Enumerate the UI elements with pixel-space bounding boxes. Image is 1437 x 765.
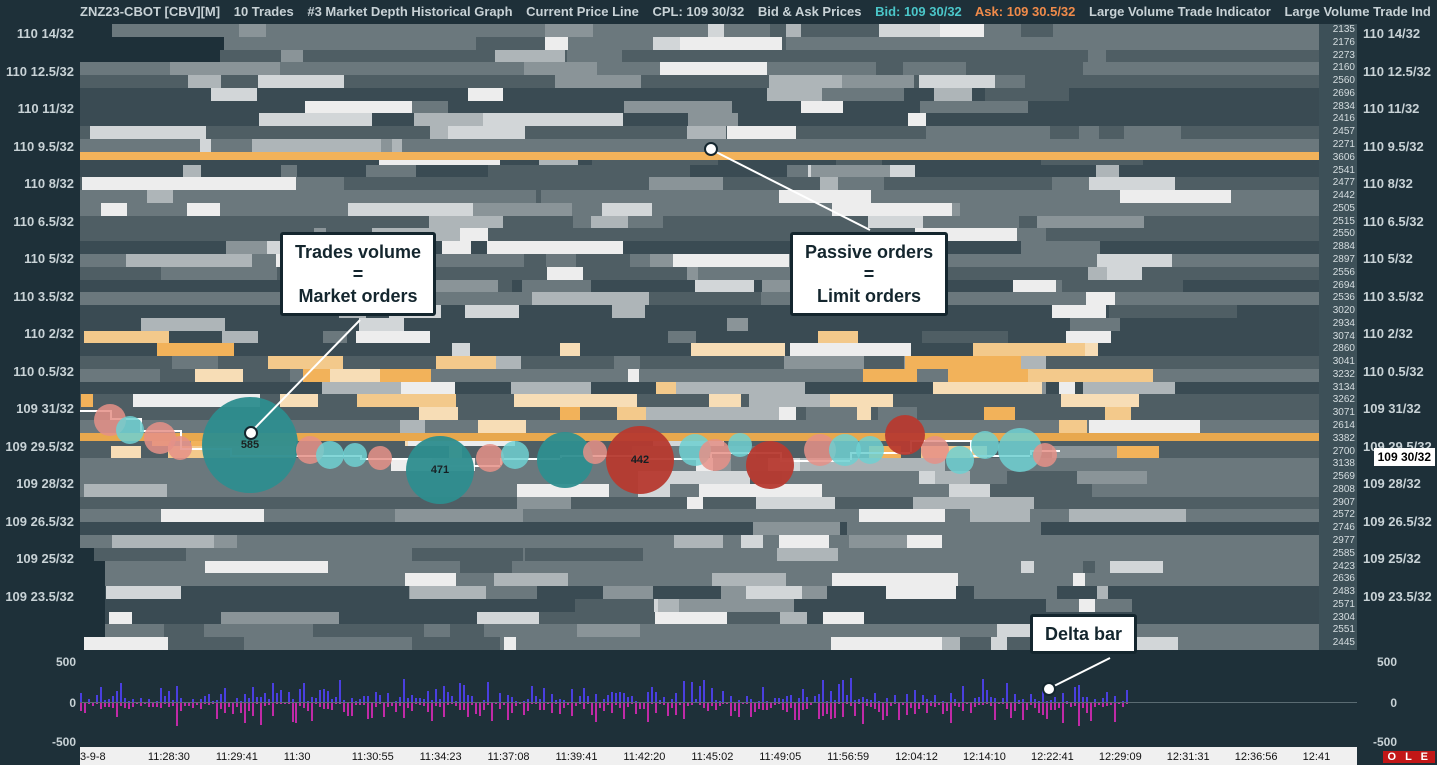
time-axis-tick: 11:30:55 [352,751,394,763]
current-price-marker: 109 30/32 [1374,448,1435,466]
price-axis-label: 110 9.5/32 [1363,139,1437,154]
time-axis-tick: 12:04:12 [895,751,938,763]
trade-bubble[interactable] [343,443,367,467]
x-axis-time: 3-9-8 11:28:30 11:29:41 11:30 11:30:55 11:34:… [80,747,1357,765]
price-axis-label: 109 23.5/32 [1363,589,1437,604]
price-axis-label: 109 25/32 [0,551,74,566]
trade-bubble[interactable] [728,433,752,457]
time-axis-tick: 11:49:05 [759,751,801,763]
bidask-label: Bid & Ask Prices [758,4,862,19]
y-axis-left: 110 14/32 110 12.5/32 110 11/32 110 9.5/32 1… [0,0,80,765]
trade-bubble[interactable] [116,416,144,444]
y-axis-right: 110 14/32 110 12.5/32 110 11/32 110 9.5/32 1… [1357,0,1437,765]
heatmap-area[interactable]: 2135217622732160256026962834241624572271… [80,24,1357,650]
chart-header: ZNZ23-CBOT [CBV][M] 10 Trades #3 Market … [80,4,1437,22]
price-axis-label: 109 26.5/32 [1363,514,1437,529]
symbol-label: ZNZ23-CBOT [CBV][M] [80,4,220,19]
price-axis-label: 110 0.5/32 [1363,364,1437,379]
price-axis-label: 110 11/32 [0,101,74,116]
annotation-callout: Trades volume=Market orders [280,232,436,316]
delta-axis-label: 0 [40,696,76,710]
price-axis-label: 110 0.5/32 [0,364,74,379]
trade-bubble[interactable] [885,415,925,455]
price-axis-label: 109 31/32 [1363,401,1437,416]
price-axis-label: 109 28/32 [0,476,74,491]
ole-badge: O L E [1383,751,1435,763]
price-axis-label: 110 12.5/32 [1363,64,1437,79]
trade-bubble[interactable] [971,431,999,459]
cpl-value: CPL: 109 30/32 [652,4,744,19]
price-axis-label: 110 2/32 [0,326,74,341]
trade-bubble[interactable]: 585 [202,397,298,493]
time-axis-tick: 3-9-8 [80,751,106,763]
time-axis-tick: 12:29:09 [1099,751,1142,763]
bid-value: Bid: 109 30/32 [875,4,962,19]
ask-value: Ask: 109 30.5/32 [975,4,1075,19]
time-axis-tick: 11:56:59 [827,751,869,763]
time-axis-tick: 11:29:41 [216,751,258,763]
lv-label: Large Volume Trade Indicator [1089,4,1271,19]
price-axis-label: 110 6.5/32 [1363,214,1437,229]
cpl-name: Current Price Line [526,4,639,19]
trade-bubble[interactable] [368,446,392,470]
trade-bubble[interactable] [946,446,974,474]
study-label: #3 Market Depth Historical Graph [307,4,512,19]
delta-axis-label: 0 [1390,696,1397,710]
price-axis-label: 110 8/32 [1363,176,1437,191]
price-axis-label: 110 9.5/32 [0,139,74,154]
price-axis-label: 110 12.5/32 [0,64,74,79]
trade-bubble[interactable] [856,436,884,464]
price-axis-label: 110 5/32 [1363,251,1437,266]
trade-bubble[interactable] [316,441,344,469]
price-axis-label: 110 8/32 [0,176,74,191]
time-axis-tick: 12:36:56 [1235,751,1278,763]
time-axis-tick: 11:45:02 [691,751,733,763]
time-axis-tick: 11:30 [284,751,311,763]
trade-bubble[interactable] [583,440,607,464]
time-axis-tick: 12:22:41 [1031,751,1074,763]
delta-axis-label: -500 [40,735,76,749]
price-axis-label: 109 23.5/32 [0,589,74,604]
trade-bubble[interactable] [168,436,192,460]
price-axis-label: 109 25/32 [1363,551,1437,566]
trade-bubble[interactable] [537,432,593,488]
trade-bubble[interactable] [1033,443,1057,467]
trade-bubble[interactable] [476,444,504,472]
trade-bubble[interactable] [746,441,794,489]
price-axis-label: 110 11/32 [1363,101,1437,116]
price-axis-label: 109 28/32 [1363,476,1437,491]
price-axis-label: 110 14/32 [1363,26,1437,41]
trade-bubble[interactable]: 442 [606,426,674,494]
price-axis-label: 110 5/32 [0,251,74,266]
price-axis-label: 110 3.5/32 [0,289,74,304]
price-axis-label: 110 6.5/32 [0,214,74,229]
price-axis-label: 110 2/32 [1363,326,1437,341]
trading-chart: ZNZ23-CBOT [CBV][M] 10 Trades #3 Market … [0,0,1437,765]
delta-panel[interactable] [80,660,1357,745]
trade-bubble[interactable] [501,441,529,469]
delta-axis-label: -500 [1373,735,1397,749]
trade-bubble[interactable] [699,439,731,471]
time-axis-tick: 12:41 [1303,751,1331,763]
time-axis-tick: 12:31:31 [1167,751,1210,763]
trades-label: 10 Trades [234,4,294,19]
price-axis-label: 110 3.5/32 [1363,289,1437,304]
trade-bubble[interactable] [921,436,949,464]
time-axis-tick: 11:34:23 [420,751,462,763]
time-axis-tick: 11:39:41 [555,751,597,763]
time-axis-tick: 11:28:30 [148,751,190,763]
delta-axis-label: 500 [1377,655,1397,669]
annotation-callout: Delta bar [1030,614,1137,654]
price-axis-label: 109 29.5/32 [0,439,74,454]
price-axis-label: 110 14/32 [0,26,74,41]
price-axis-label: 109 31/32 [0,401,74,416]
trade-bubble[interactable]: 471 [406,436,474,504]
delta-axis-label: 500 [40,655,76,669]
time-axis-tick: 11:37:08 [488,751,530,763]
time-axis-tick: 11:42:20 [623,751,665,763]
time-axis-tick: 12:14:10 [963,751,1006,763]
highlighted-ask-level [80,152,1319,160]
annotation-callout: Passive orders=Limit orders [790,232,948,316]
price-axis-label: 109 26.5/32 [0,514,74,529]
